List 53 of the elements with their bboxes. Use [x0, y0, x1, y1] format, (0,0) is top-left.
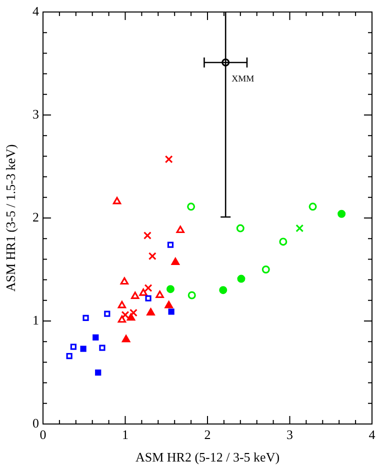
- point: [156, 290, 164, 298]
- point: [95, 369, 102, 376]
- point: [262, 266, 270, 274]
- y-tick-label: 4: [32, 3, 40, 18]
- point: [66, 352, 72, 360]
- point: [92, 334, 99, 341]
- y-tick-label: 0: [32, 415, 39, 430]
- y-tick-label: 2: [32, 209, 39, 224]
- point: [164, 155, 173, 164]
- point: [99, 344, 106, 351]
- point: [121, 310, 130, 319]
- point: [112, 196, 122, 204]
- point: [122, 334, 130, 342]
- point: [80, 346, 86, 352]
- point: [164, 300, 173, 308]
- point: [143, 232, 152, 240]
- point: [279, 238, 288, 246]
- point: [146, 308, 155, 316]
- point: [145, 295, 152, 302]
- point: [120, 277, 129, 285]
- annotation: XMM: [232, 73, 254, 84]
- point: [187, 202, 196, 211]
- point: [338, 210, 346, 218]
- point: [129, 308, 138, 317]
- x-tick-label: 1: [122, 427, 128, 442]
- y-axis-title: ASM HR1 (3-5 / 1.5-3 keV): [3, 144, 18, 292]
- point: [126, 313, 136, 321]
- point: [118, 315, 126, 323]
- y-tick-label: 3: [32, 106, 39, 122]
- point: [118, 300, 126, 308]
- point: [219, 286, 228, 294]
- point: [176, 226, 184, 234]
- point: [171, 258, 180, 265]
- point: [70, 344, 76, 350]
- point: [131, 292, 140, 299]
- point: [104, 310, 110, 317]
- point: [308, 202, 317, 211]
- point: [168, 308, 174, 315]
- point: [188, 291, 196, 300]
- y-tick-label: 1: [32, 312, 39, 328]
- point: [139, 288, 148, 296]
- point: [148, 252, 156, 260]
- point: [82, 314, 89, 321]
- x-tick-label: 2: [204, 427, 211, 442]
- point: [144, 284, 152, 292]
- point: [167, 242, 174, 248]
- x-tick-label: 4: [368, 427, 376, 442]
- point: [166, 285, 174, 294]
- x-tick-label: 3: [286, 427, 293, 442]
- point: [236, 224, 244, 232]
- point: [296, 224, 304, 232]
- point: [237, 274, 246, 283]
- x-axis-title: ASM HR2 (5-12 / 3-5 keV): [135, 450, 280, 465]
